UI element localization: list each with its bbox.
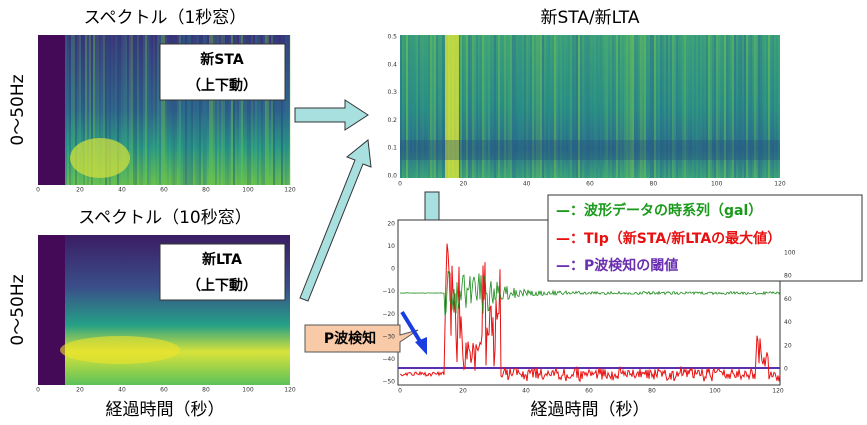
texture bbox=[65, 35, 67, 185]
y-tick-label: −20 bbox=[382, 311, 395, 318]
callout: P波検知 bbox=[324, 330, 376, 347]
x-tick-label: 100 bbox=[709, 388, 721, 395]
texture bbox=[129, 35, 131, 185]
x-tick-label: 80 bbox=[648, 388, 656, 395]
y-tick-label: −50 bbox=[382, 379, 395, 386]
x-tick-label: 80 bbox=[202, 387, 210, 394]
texture bbox=[141, 35, 143, 185]
legend-item: —：P波検知の閾値 bbox=[556, 257, 678, 274]
x-tick-label: 80 bbox=[650, 181, 658, 188]
y-tick-label: 0 bbox=[391, 266, 395, 273]
texture bbox=[67, 35, 69, 185]
texture bbox=[133, 35, 135, 185]
x-tick-label: 20 bbox=[459, 388, 467, 395]
texture bbox=[149, 35, 151, 185]
texture bbox=[139, 35, 141, 185]
y-tick-label: 80 bbox=[784, 273, 792, 280]
panel-title: スペクトル（10秒窓） bbox=[78, 208, 251, 228]
y-tick-label: 0.1 bbox=[387, 145, 397, 152]
y-tick-label: 100 bbox=[784, 250, 796, 257]
ratio-image bbox=[400, 35, 780, 178]
x-tick-label: 20 bbox=[76, 387, 84, 394]
x-tick-label: 100 bbox=[242, 387, 254, 394]
box-sublabel: （上下動） bbox=[187, 277, 257, 294]
x-tick-label: 0 bbox=[398, 388, 402, 395]
x-tick-label: 100 bbox=[242, 187, 254, 194]
box-label: 新LTA bbox=[202, 251, 242, 268]
y-tick-label: 0.3 bbox=[387, 89, 397, 96]
y-tick-label: 60 bbox=[784, 296, 792, 303]
y-tick-label: 0 bbox=[784, 366, 788, 373]
x-tick-label: 20 bbox=[76, 187, 84, 194]
texture bbox=[155, 35, 157, 185]
texture bbox=[400, 140, 780, 160]
y-tick-label: 0.5 bbox=[387, 34, 397, 41]
x-tick-label: 60 bbox=[586, 181, 594, 188]
y-tick-label: 40 bbox=[784, 319, 792, 326]
texture bbox=[135, 35, 137, 185]
x-tick-label: 0 bbox=[398, 181, 402, 188]
texture bbox=[157, 35, 159, 185]
x-tick-label: 60 bbox=[160, 387, 168, 394]
texture bbox=[147, 35, 149, 185]
x-tick-label: 100 bbox=[711, 181, 723, 188]
y-tick-label: 10 bbox=[387, 243, 395, 250]
x-tick-label: 80 bbox=[202, 187, 210, 194]
texture bbox=[151, 35, 153, 185]
x-tick-label: 60 bbox=[585, 388, 593, 395]
y-tick-label: 0.4 bbox=[387, 61, 397, 68]
x-tick-label: 120 bbox=[284, 387, 296, 394]
x-label: 経過時間（秒） bbox=[531, 400, 650, 420]
texture bbox=[287, 35, 289, 185]
x-tick-label: 60 bbox=[160, 187, 168, 194]
y-label: 0～50Hz bbox=[8, 74, 28, 145]
x-tick-label: 40 bbox=[522, 388, 530, 395]
x-tick-label: 120 bbox=[284, 187, 296, 194]
y-tick-label: −30 bbox=[382, 333, 395, 340]
texture bbox=[70, 138, 130, 178]
diagram: スペクトル（1秒窓） 0～50Hz 新STA （上下動） スペクトル（10秒窓）… bbox=[0, 0, 867, 425]
x-tick-label: 120 bbox=[772, 388, 784, 395]
texture bbox=[69, 35, 71, 185]
texture bbox=[143, 35, 145, 185]
x-tick-label: 40 bbox=[118, 187, 126, 194]
legend-item: —：波形データの時系列（gal） bbox=[556, 202, 762, 219]
box-sublabel: （上下動） bbox=[187, 77, 257, 94]
y-tick-label: −10 bbox=[382, 288, 395, 295]
y-tick-label: 20 bbox=[784, 342, 792, 349]
y-tick-label: −40 bbox=[382, 356, 395, 363]
box-label: 新STA bbox=[200, 51, 244, 68]
y-tick-label: 0.0 bbox=[387, 173, 397, 180]
y-tick-label: 0.2 bbox=[387, 117, 397, 124]
x-label: 経過時間（秒） bbox=[106, 400, 225, 420]
x-tick-label: 0 bbox=[36, 187, 40, 194]
texture bbox=[145, 35, 147, 185]
texture bbox=[60, 336, 180, 364]
y-tick-label: 20 bbox=[387, 221, 395, 228]
x-tick-label: 0 bbox=[36, 387, 40, 394]
texture bbox=[289, 35, 291, 185]
panel-title: 新STA/新LTA bbox=[540, 8, 639, 28]
texture bbox=[131, 35, 133, 185]
texture bbox=[153, 35, 155, 185]
x-tick-label: 40 bbox=[118, 387, 126, 394]
x-tick-label: 120 bbox=[774, 181, 786, 188]
panel-title: スペクトル（1秒窓） bbox=[84, 8, 247, 28]
legend-item: —：TIp（新STA/新LTAの最大値） bbox=[556, 230, 781, 247]
x-tick-label: 40 bbox=[523, 181, 531, 188]
y-label: 0～50Hz bbox=[8, 274, 28, 345]
texture bbox=[137, 35, 139, 185]
x-tick-label: 20 bbox=[460, 181, 468, 188]
